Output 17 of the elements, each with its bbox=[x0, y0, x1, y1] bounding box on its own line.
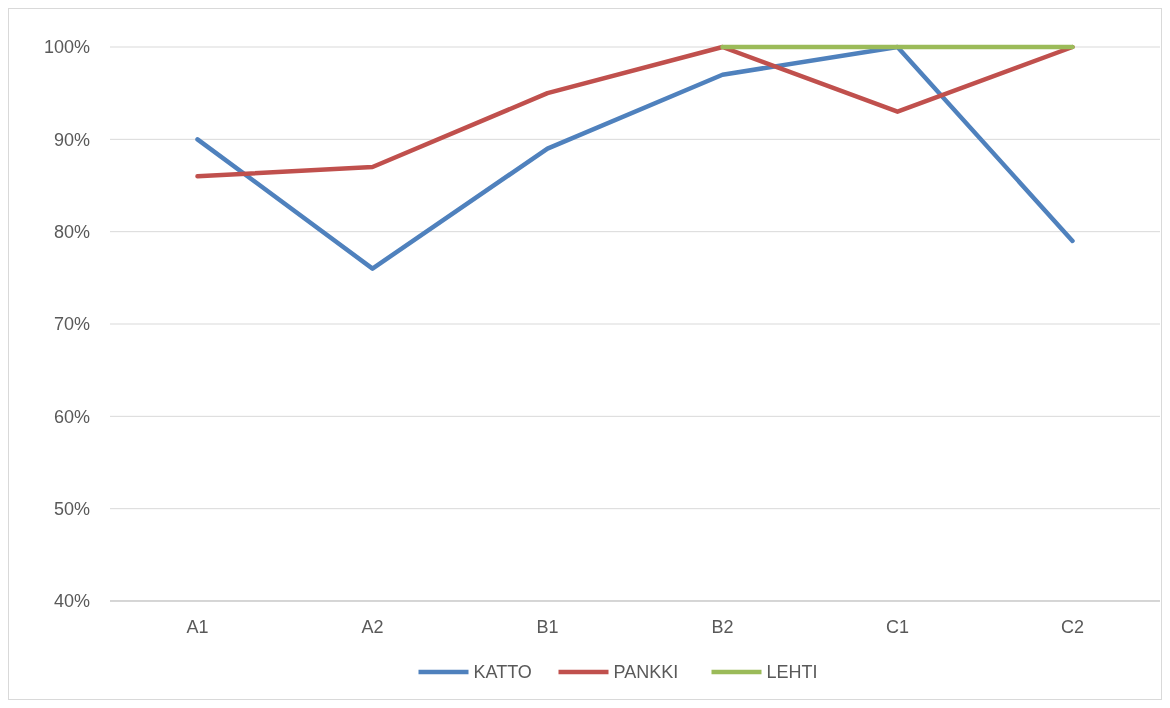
x-tick-label: A2 bbox=[361, 617, 384, 637]
legend-label: KATTO bbox=[473, 662, 532, 682]
y-tick-label: 70% bbox=[53, 314, 90, 335]
y-tick-label: 40% bbox=[53, 591, 90, 612]
x-tick-label: B1 bbox=[536, 617, 559, 637]
y-tick-label: 90% bbox=[53, 129, 90, 150]
x-tick-label: C2 bbox=[1060, 617, 1085, 637]
legend-label: LEHTI bbox=[766, 662, 818, 682]
y-tick-label: 50% bbox=[53, 498, 90, 519]
x-tick-label: B2 bbox=[711, 617, 734, 637]
y-tick-label: 100% bbox=[43, 37, 90, 58]
y-tick-label: 80% bbox=[53, 221, 90, 242]
line-series bbox=[195, 44, 1075, 179]
y-tick-label: 60% bbox=[53, 406, 90, 427]
x-tick-label: C1 bbox=[885, 617, 910, 637]
x-tick-label: A1 bbox=[186, 617, 209, 637]
legend-label: PANKKI bbox=[613, 662, 679, 682]
